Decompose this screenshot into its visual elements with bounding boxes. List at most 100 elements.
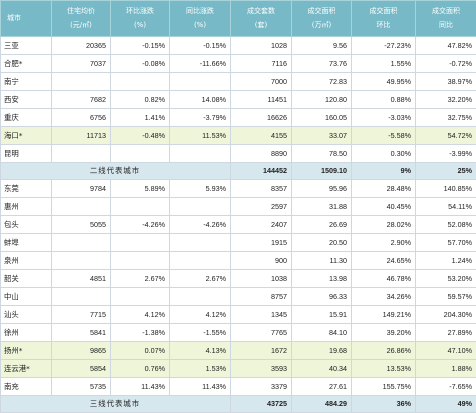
units-cell: 3379 (231, 378, 292, 396)
ayoy-cell: 1.24% (416, 252, 476, 270)
area-cell: 20.50 (292, 234, 352, 252)
city-cell: 昆明 (1, 145, 52, 163)
area-cell: 11.30 (292, 252, 352, 270)
ayoy-cell: 47.82% (416, 37, 476, 55)
area-cell: 9.56 (292, 37, 352, 55)
price-cell: 20365 (52, 37, 111, 55)
ayoy-cell: 54.72% (416, 127, 476, 145)
yoy-cell (170, 234, 231, 252)
header-city: 城市 (1, 1, 52, 37)
mom-cell: -0.15% (111, 37, 170, 55)
summary-units-cell: 43725 (231, 396, 292, 413)
city-cell: 南宁 (1, 73, 52, 91)
header-area-mom-line2: 环比 (377, 21, 391, 29)
amom-cell: 28.48% (352, 180, 416, 198)
mom-cell: -0.48% (111, 127, 170, 145)
price-cell: 7682 (52, 91, 111, 109)
area-cell: 27.61 (292, 378, 352, 396)
yoy-cell: -11.66% (170, 55, 231, 73)
units-cell: 1038 (231, 270, 292, 288)
area-cell: 26.69 (292, 216, 352, 234)
mom-cell: 2.67% (111, 270, 170, 288)
ayoy-cell: 204.30% (416, 306, 476, 324)
yoy-cell (170, 288, 231, 306)
price-cell: 5055 (52, 216, 111, 234)
header-units-line2: (套) (255, 21, 267, 29)
price-cell: 11713 (52, 127, 111, 145)
header-mom-line2: (%) (134, 21, 146, 29)
units-cell: 2407 (231, 216, 292, 234)
amom-cell: 49.95% (352, 73, 416, 91)
yoy-cell: 11.43% (170, 378, 231, 396)
header-units: 成交套数(套) (231, 1, 292, 37)
city-cell: 泉州 (1, 252, 52, 270)
amom-cell: 46.78% (352, 270, 416, 288)
amom-cell: -5.58% (352, 127, 416, 145)
price-cell: 9784 (52, 180, 111, 198)
amom-cell: 40.45% (352, 198, 416, 216)
ayoy-cell: 53.20% (416, 270, 476, 288)
mom-cell: -4.26% (111, 216, 170, 234)
area-cell: 13.98 (292, 270, 352, 288)
units-cell: 1915 (231, 234, 292, 252)
ayoy-cell: 54.11% (416, 198, 476, 216)
price-cell (52, 73, 111, 91)
area-cell: 15.91 (292, 306, 352, 324)
area-cell: 40.34 (292, 360, 352, 378)
ayoy-cell: 38.97% (416, 73, 476, 91)
price-cell: 5735 (52, 378, 111, 396)
amom-cell: 24.65% (352, 252, 416, 270)
amom-cell: 1.55% (352, 55, 416, 73)
city-cell: 蚌埠 (1, 234, 52, 252)
header-area-mom: 成交面积环比 (352, 1, 416, 37)
header-yoy-price: 同比涨跌(%) (170, 1, 231, 37)
yoy-cell (170, 73, 231, 91)
ayoy-cell: -0.72% (416, 55, 476, 73)
yoy-cell: 4.12% (170, 306, 231, 324)
city-cell: 徐州 (1, 324, 52, 342)
mom-cell (111, 198, 170, 216)
header-area-yoy: 成交面积同比 (416, 1, 476, 37)
amom-cell: 26.86% (352, 342, 416, 360)
units-cell: 8890 (231, 145, 292, 163)
mom-cell: 11.43% (111, 378, 170, 396)
yoy-cell (170, 145, 231, 163)
yoy-cell: 14.08% (170, 91, 231, 109)
price-cell: 4851 (52, 270, 111, 288)
city-cell: 包头 (1, 216, 52, 234)
city-cell: 连云港* (1, 360, 52, 378)
price-cell: 6756 (52, 109, 111, 127)
price-cell (52, 288, 111, 306)
yoy-cell: 11.53% (170, 127, 231, 145)
yoy-cell: 5.93% (170, 180, 231, 198)
header-yoy-line1: 同比涨跌 (186, 7, 214, 15)
area-cell: 33.07 (292, 127, 352, 145)
price-cell (52, 234, 111, 252)
yoy-cell (170, 198, 231, 216)
units-cell: 2597 (231, 198, 292, 216)
ayoy-cell: 59.57% (416, 288, 476, 306)
mom-cell: 5.89% (111, 180, 170, 198)
yoy-cell: -4.26% (170, 216, 231, 234)
units-cell: 8357 (231, 180, 292, 198)
header-price-line2: (元/㎡) (70, 21, 92, 29)
header-area-yoy-line2: 同比 (439, 21, 453, 29)
city-cell: 三亚 (1, 37, 52, 55)
summary-amom-cell: 36% (352, 396, 416, 413)
header-area-mom-line1: 成交面积 (370, 7, 398, 15)
area-cell: 72.83 (292, 73, 352, 91)
summary-amom-cell: 9% (352, 163, 416, 180)
